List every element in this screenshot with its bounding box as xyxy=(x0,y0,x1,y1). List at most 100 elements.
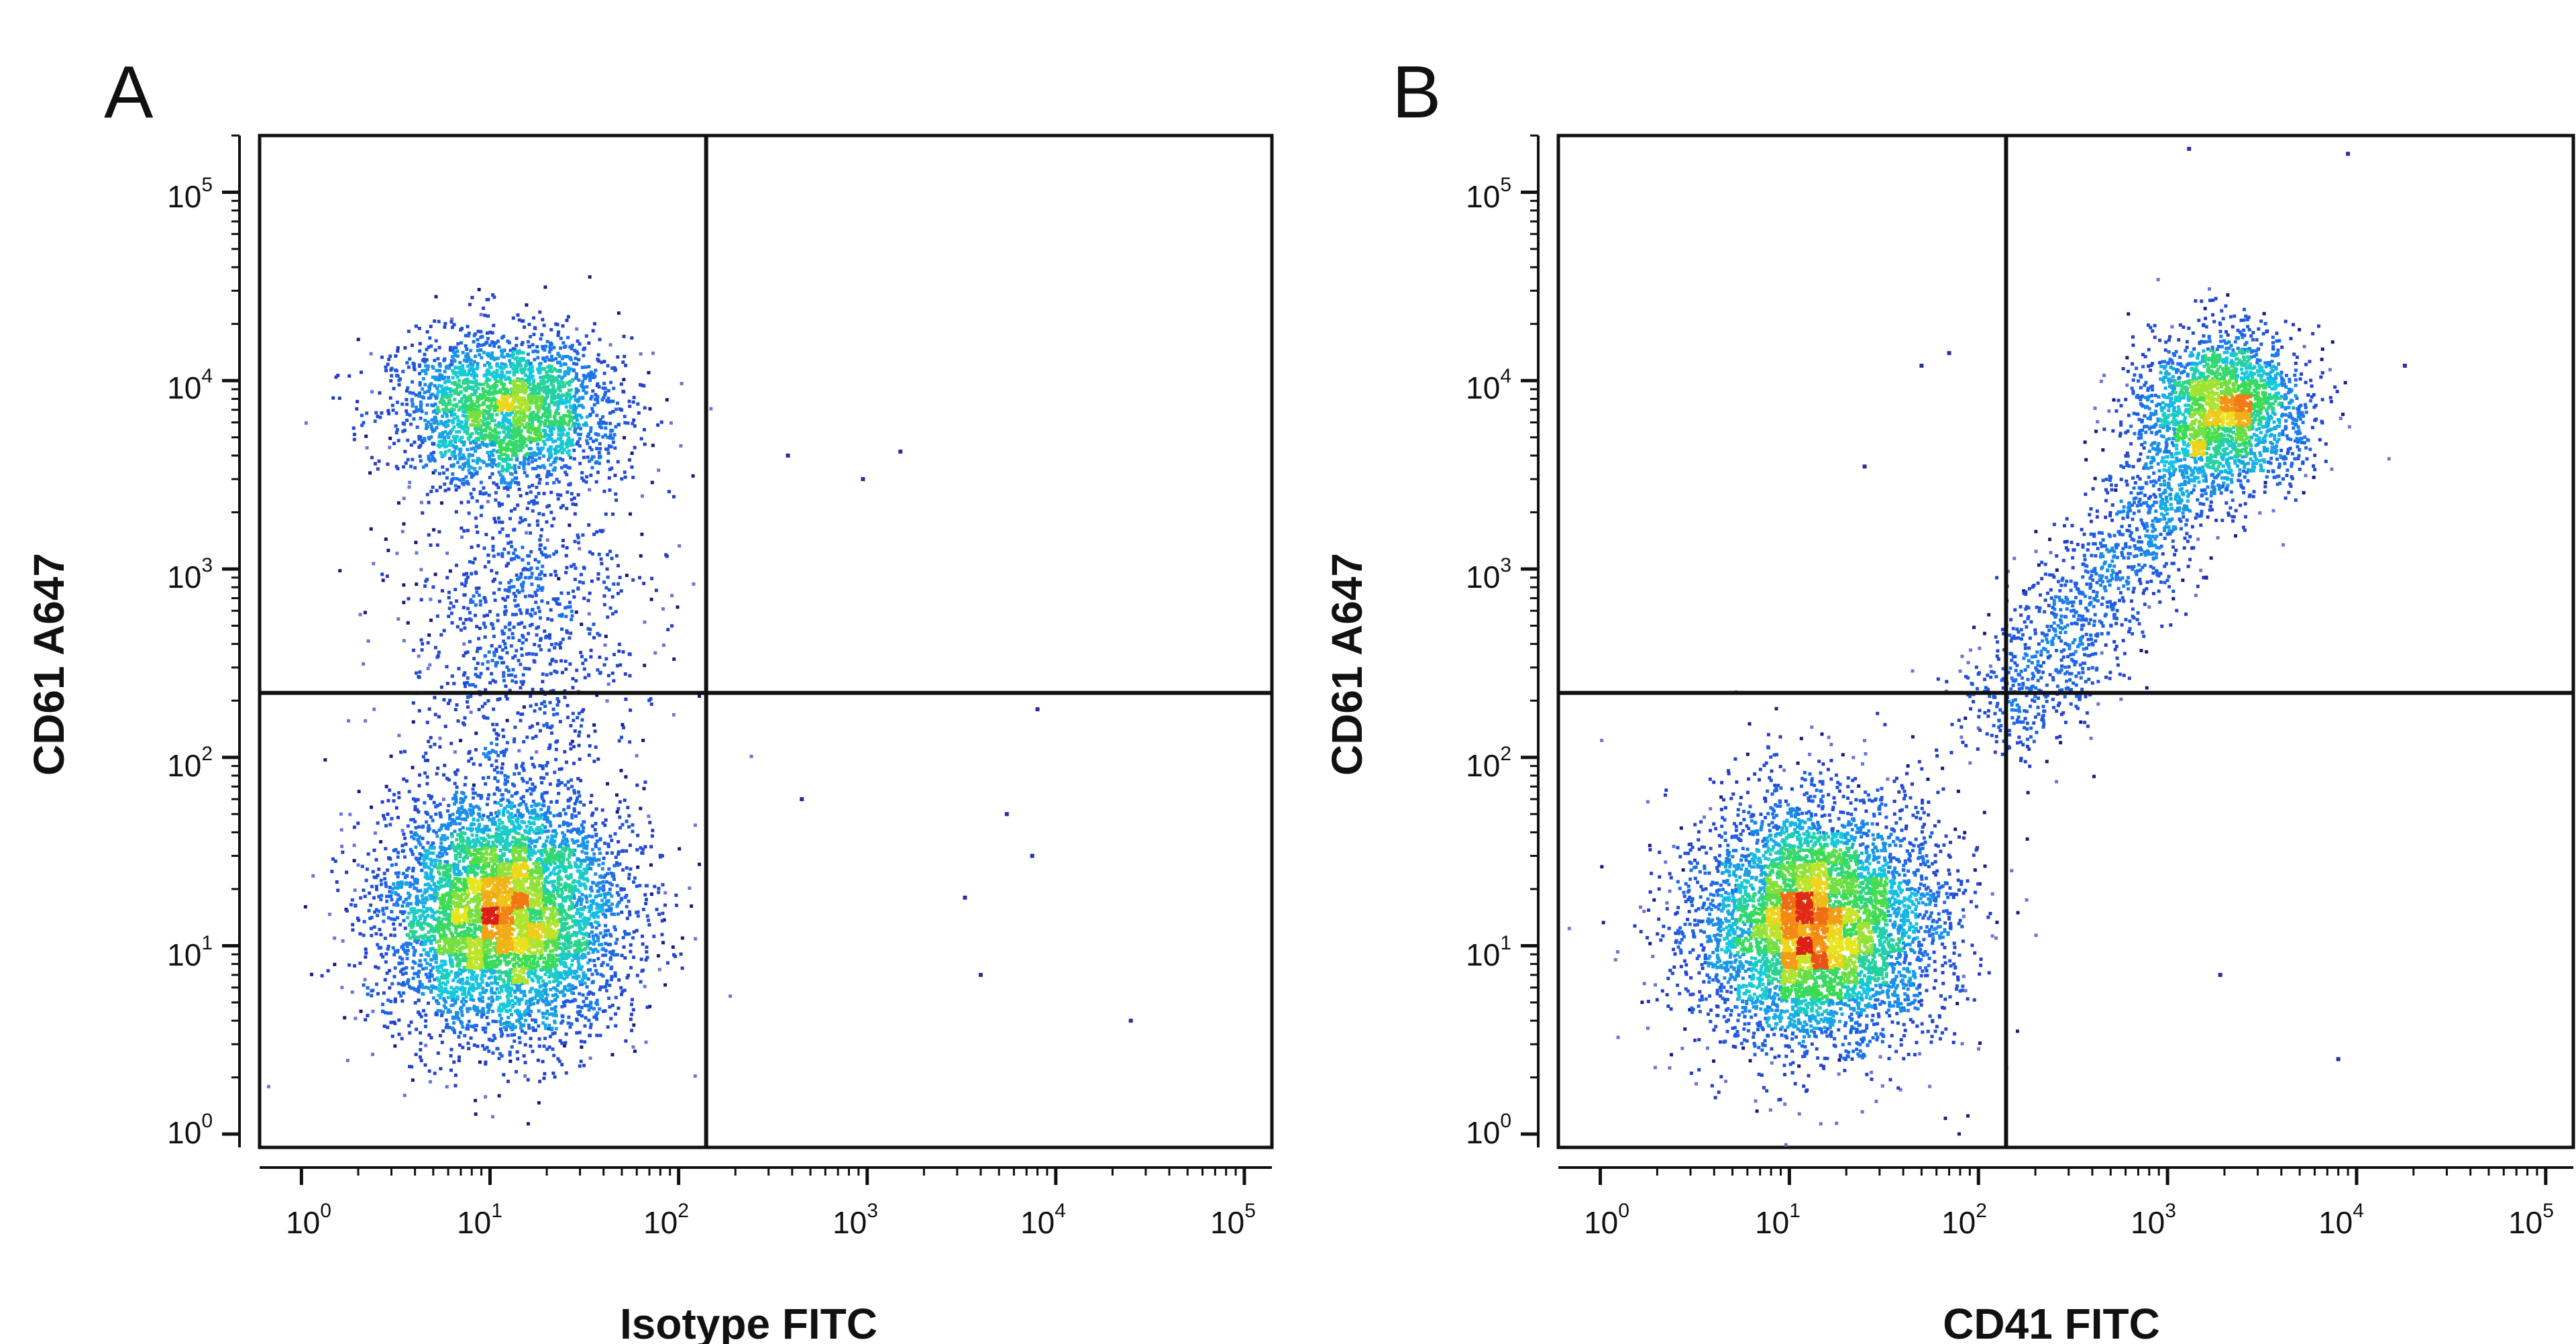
event-point xyxy=(606,553,610,557)
event-point xyxy=(408,881,412,885)
event-point xyxy=(392,442,396,446)
event-point xyxy=(510,794,514,798)
event-point xyxy=(590,889,594,893)
event-point xyxy=(602,875,606,879)
event-point xyxy=(523,1061,527,1065)
event-point xyxy=(382,919,386,923)
event-point xyxy=(490,995,494,999)
event-point xyxy=(389,1011,393,1015)
event-point xyxy=(558,953,562,958)
event-point xyxy=(427,953,431,958)
event-point xyxy=(645,884,649,888)
event-point xyxy=(480,662,484,666)
event-point xyxy=(447,778,451,782)
event-point xyxy=(598,851,602,856)
event-point xyxy=(334,375,338,379)
event-point xyxy=(538,310,542,314)
event-point xyxy=(565,433,569,437)
event-point xyxy=(488,751,492,755)
event-point xyxy=(586,961,590,965)
event-point xyxy=(433,864,437,868)
event-point xyxy=(582,1064,586,1068)
event-point xyxy=(470,546,474,550)
event-point xyxy=(362,662,366,666)
event-point xyxy=(466,1009,470,1013)
event-point xyxy=(492,341,496,345)
event-point xyxy=(471,600,475,604)
event-point xyxy=(594,833,598,837)
event-point xyxy=(600,398,604,402)
event-point xyxy=(459,811,463,815)
event-point xyxy=(559,336,563,340)
event-point xyxy=(519,575,523,579)
event-point xyxy=(517,998,521,1002)
event-point xyxy=(539,534,543,538)
event-point xyxy=(333,962,337,966)
event-point xyxy=(506,595,510,599)
event-point xyxy=(492,768,496,772)
event-point xyxy=(512,552,516,556)
event-point xyxy=(439,384,443,389)
event-point xyxy=(537,625,541,629)
event-point xyxy=(424,372,428,376)
event-point xyxy=(432,917,436,921)
event-point xyxy=(384,881,388,885)
event-point xyxy=(476,646,480,650)
event-point xyxy=(477,593,481,597)
event-point xyxy=(505,827,509,831)
event-point xyxy=(600,808,604,812)
event-point xyxy=(425,820,429,824)
event-point xyxy=(616,839,621,843)
event-point xyxy=(453,588,458,592)
event-point xyxy=(564,362,568,366)
event-point xyxy=(466,700,470,704)
event-point xyxy=(528,786,532,790)
event-point xyxy=(539,828,543,832)
event-point xyxy=(509,411,513,415)
event-point xyxy=(610,1003,614,1007)
event-point xyxy=(544,996,548,1000)
event-point xyxy=(429,393,433,397)
event-point xyxy=(443,325,447,329)
event-point xyxy=(586,951,590,955)
event-point xyxy=(587,932,591,936)
event-point xyxy=(365,867,369,871)
event-point xyxy=(392,386,396,391)
event-point xyxy=(518,1010,522,1014)
event-point xyxy=(495,766,499,770)
event-point xyxy=(521,580,525,584)
event-point xyxy=(341,850,345,854)
event-point xyxy=(630,998,634,1002)
event-point xyxy=(604,988,608,992)
event-point xyxy=(463,817,467,821)
event-point xyxy=(437,828,441,832)
event-point xyxy=(449,320,453,324)
event-point xyxy=(628,512,632,516)
event-point xyxy=(417,709,421,713)
event-point xyxy=(623,929,627,933)
event-point xyxy=(483,654,487,658)
event-point xyxy=(437,994,441,998)
event-point xyxy=(489,450,493,454)
event-point xyxy=(565,631,569,635)
event-point xyxy=(478,466,482,470)
event-point xyxy=(440,453,444,457)
event-point xyxy=(487,996,491,1000)
event-point xyxy=(558,645,562,650)
event-point xyxy=(398,910,402,914)
event-point xyxy=(560,440,564,444)
event-point xyxy=(532,830,536,834)
event-point xyxy=(475,833,479,837)
event-point xyxy=(588,376,592,380)
event-point xyxy=(636,402,640,406)
event-point xyxy=(621,935,625,939)
event-point xyxy=(381,907,385,911)
event-point xyxy=(452,323,456,327)
event-point xyxy=(622,887,626,891)
event-point xyxy=(339,828,343,832)
event-point xyxy=(571,677,575,681)
event-point xyxy=(429,396,433,400)
event-point xyxy=(500,411,504,415)
event-point xyxy=(497,520,501,524)
event-point xyxy=(454,488,458,492)
